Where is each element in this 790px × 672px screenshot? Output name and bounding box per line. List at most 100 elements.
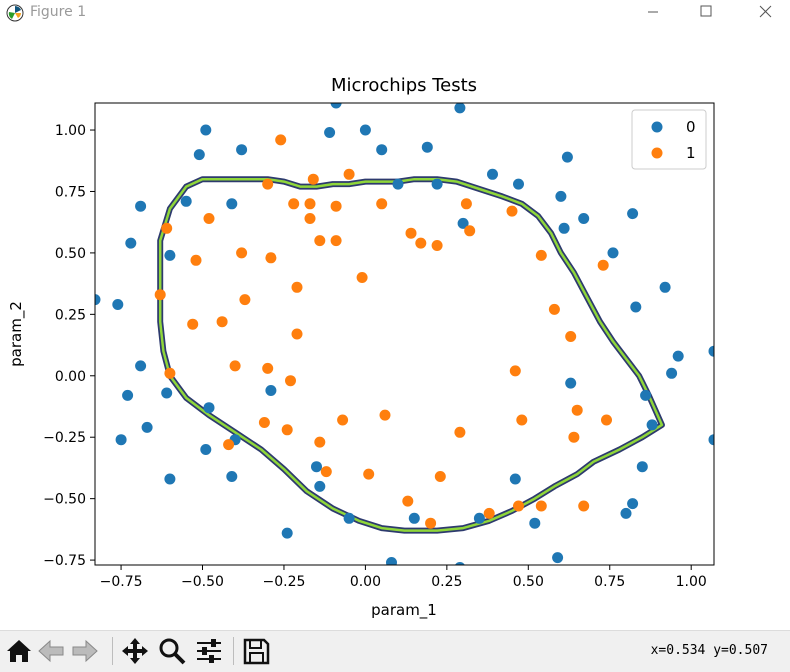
minimize-icon <box>648 11 658 13</box>
point-class-0 <box>135 360 147 372</box>
close-button[interactable] <box>740 0 786 26</box>
point-class-1 <box>164 367 176 379</box>
point-class-1 <box>330 200 342 212</box>
point-class-1 <box>307 173 319 185</box>
point-class-0 <box>180 195 192 207</box>
point-class-1 <box>597 259 609 271</box>
home-button[interactable] <box>4 636 34 666</box>
legend-marker-0 <box>651 121 663 133</box>
point-class-1 <box>464 225 476 237</box>
point-class-0 <box>193 149 205 161</box>
close-icon <box>759 5 772 18</box>
point-class-1 <box>288 198 300 210</box>
point-class-1 <box>314 235 326 247</box>
point-class-0 <box>421 141 433 153</box>
figure-canvas[interactable]: Microchips Tests −0.75 −0.50 −0.25 0.00 0.25… <box>0 26 790 630</box>
point-class-0 <box>578 213 590 224</box>
legend: 0 1 <box>631 109 707 170</box>
point-class-0 <box>112 299 124 310</box>
point-class-1 <box>434 471 446 482</box>
point-class-1 <box>601 414 612 426</box>
move-icon <box>122 638 148 664</box>
point-class-1 <box>239 294 251 306</box>
point-class-0 <box>265 385 277 396</box>
point-class-1 <box>291 281 303 293</box>
axes-frame <box>94 102 715 566</box>
point-class-1 <box>535 500 547 512</box>
point-class-1 <box>161 222 173 234</box>
point-class-0 <box>135 200 147 212</box>
chart-svg[interactable]: Microchips Tests −0.75 −0.50 −0.25 0.00 0.25… <box>0 26 790 630</box>
point-class-1 <box>236 247 248 259</box>
navigation-toolbar: x=0.534 y=0.507 <box>0 630 790 672</box>
point-class-1 <box>262 362 274 374</box>
x-axis-ticks: −0.75 −0.50 −0.25 0.00 0.25 0.50 0.75 1.00 <box>100 565 707 590</box>
back-button[interactable] <box>36 636 66 666</box>
toolbar-separator <box>233 637 234 665</box>
point-class-0 <box>408 512 420 524</box>
point-class-1 <box>314 436 326 448</box>
point-class-0 <box>457 217 469 229</box>
cursor-coordinates: x=0.534 y=0.507 <box>650 643 768 658</box>
point-class-1 <box>330 235 342 247</box>
point-class-1 <box>402 495 414 507</box>
minimize-button[interactable] <box>630 0 676 26</box>
point-class-1 <box>343 168 355 180</box>
point-class-1 <box>425 517 437 529</box>
point-class-1 <box>262 178 274 190</box>
point-class-0 <box>558 222 570 234</box>
window-titlebar: Figure 1 <box>0 0 790 26</box>
point-class-1 <box>203 213 215 224</box>
point-class-0 <box>455 562 465 565</box>
point-class-0 <box>473 512 485 524</box>
point-class-0 <box>200 444 212 455</box>
x-tick-label: −0.50 <box>181 574 224 590</box>
point-class-0 <box>226 198 238 210</box>
point-class-1 <box>187 318 199 330</box>
point-class-0 <box>343 512 355 524</box>
y-tick-label: 1.00 <box>55 123 86 139</box>
point-class-1 <box>304 198 316 210</box>
y-axis-label: param_2 <box>7 301 26 367</box>
configure-subplots-button[interactable] <box>194 636 224 666</box>
save-button[interactable] <box>241 636 271 666</box>
point-class-0 <box>203 402 215 414</box>
legend-box <box>631 109 707 170</box>
point-class-0 <box>666 367 678 379</box>
point-class-1 <box>565 331 577 342</box>
point-class-0 <box>226 471 238 482</box>
point-class-0 <box>236 144 248 156</box>
point-class-1 <box>509 365 521 377</box>
point-class-1 <box>190 254 202 266</box>
point-class-0 <box>607 247 619 259</box>
point-class-0 <box>708 345 714 357</box>
point-class-0 <box>330 103 342 109</box>
sliders-icon <box>197 639 221 663</box>
point-class-0 <box>708 434 714 446</box>
point-class-0 <box>627 208 639 220</box>
point-class-0 <box>565 377 577 389</box>
point-class-1 <box>415 237 427 249</box>
point-class-1 <box>320 466 332 478</box>
zoom-button[interactable] <box>157 636 187 666</box>
point-class-1 <box>571 404 583 416</box>
point-class-0 <box>125 237 137 249</box>
point-class-0 <box>646 419 658 431</box>
y-tick-label: −0.25 <box>43 430 86 446</box>
forward-button[interactable] <box>70 636 100 666</box>
point-class-0 <box>200 124 212 136</box>
y-tick-label: 0.75 <box>55 184 86 200</box>
point-class-1 <box>535 249 547 261</box>
legend-marker-1 <box>651 147 663 159</box>
point-class-0 <box>487 168 498 180</box>
point-class-0 <box>672 350 684 362</box>
chart-title: Microchips Tests <box>331 75 477 96</box>
maximize-button[interactable] <box>683 0 729 26</box>
point-class-0 <box>392 178 404 190</box>
floppy-disk-icon <box>243 638 270 665</box>
pan-button[interactable] <box>120 636 150 666</box>
y-axis-ticks: −0.75 −0.50 −0.25 0.00 0.25 0.50 0.75 1.00 <box>43 123 95 569</box>
point-class-1 <box>265 252 277 264</box>
point-class-0 <box>359 124 371 136</box>
x-tick-label: −0.75 <box>100 574 143 590</box>
